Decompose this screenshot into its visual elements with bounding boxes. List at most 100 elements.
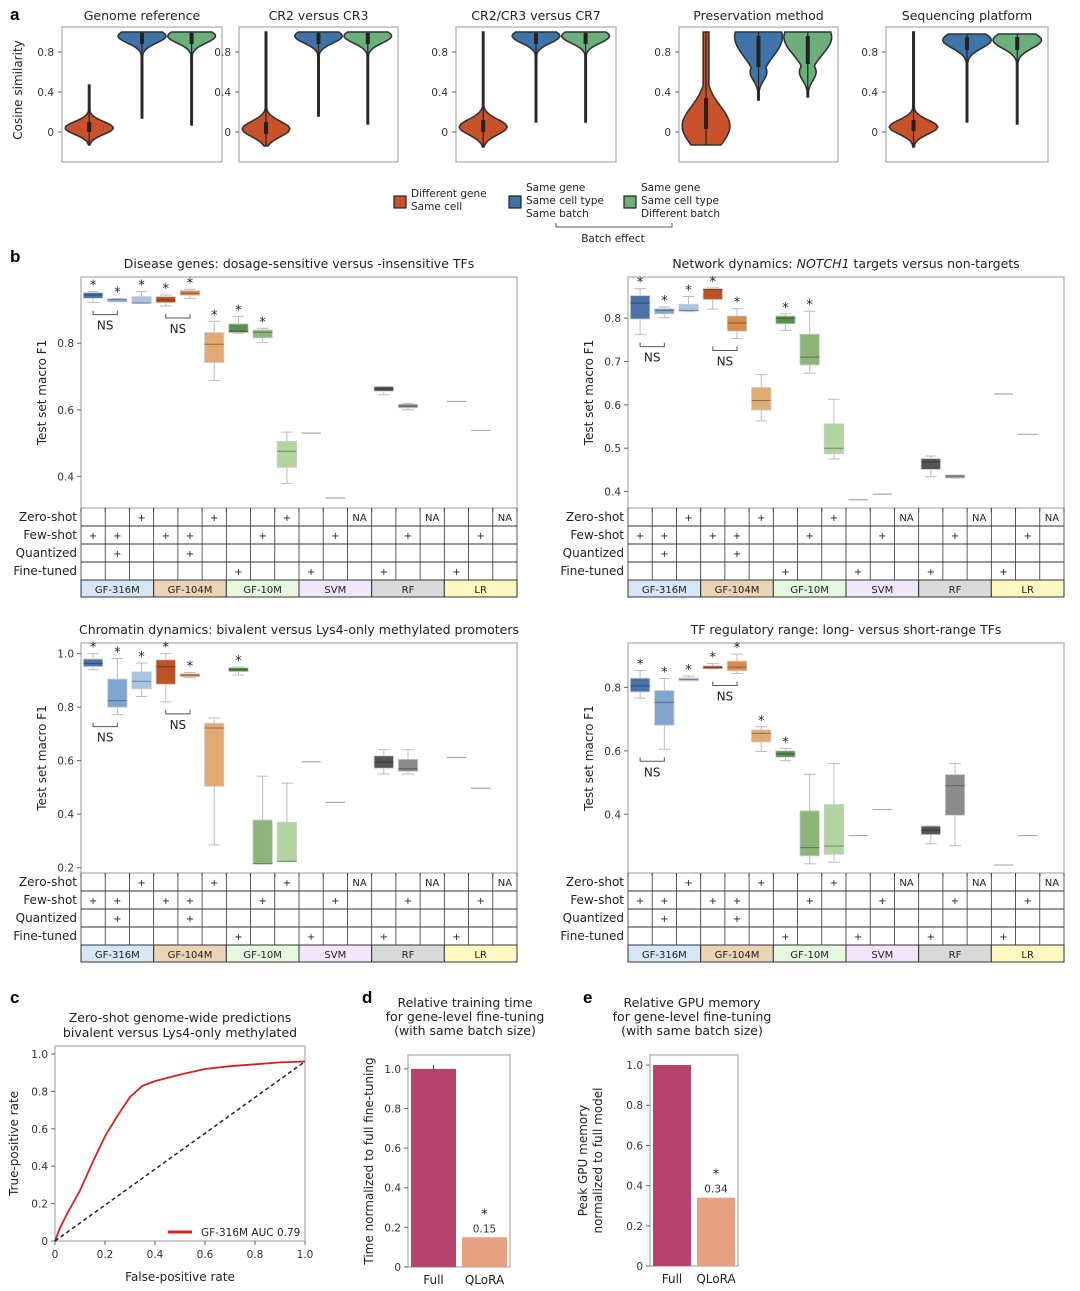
table-cell: NA	[972, 513, 986, 524]
table-cell: +	[476, 531, 484, 542]
bar-mark: 0.34* QLoRA	[696, 1168, 736, 1286]
violin-iqr	[189, 33, 194, 44]
x-tick-label: Full	[662, 1272, 683, 1286]
table-cell: +	[733, 531, 741, 542]
violin-iqr	[534, 33, 538, 44]
table-cell: +	[781, 932, 789, 943]
y-tick-label: 0.8	[861, 47, 878, 59]
table-cell: +	[283, 513, 291, 524]
significance-star: *	[685, 284, 692, 299]
y-tick-label: 0.6	[57, 756, 74, 768]
significance-star: *	[782, 735, 789, 750]
table-row-label: Few-shot	[570, 528, 624, 542]
subplot-title: Sequencing platform	[902, 8, 1032, 23]
y-tick-label: 0.4	[57, 471, 74, 483]
significance-star: *	[235, 303, 242, 318]
box-body	[397, 403, 419, 409]
table-cell: NA	[498, 513, 512, 524]
ns-label: NS	[644, 765, 661, 779]
significance-star: *	[114, 646, 121, 661]
y-tick-label: 0.6	[604, 400, 621, 412]
box-body	[654, 308, 675, 315]
violin-iqr	[583, 33, 588, 44]
table-row-label: Quantized	[563, 546, 624, 560]
x-tick-label: 0	[52, 1249, 59, 1261]
y-tick-label: 0.4	[861, 87, 878, 99]
violin-subplot: Sequencing platform 0 0.4 0.8	[861, 8, 1049, 163]
significance-star: *	[685, 663, 692, 678]
violin-iqr	[911, 120, 916, 131]
significance-star: *	[163, 641, 170, 656]
table-cell: +	[927, 567, 935, 578]
box-mark	[397, 749, 419, 775]
legend-label: Same cell type	[526, 195, 604, 207]
legend-label: Same cell	[411, 201, 462, 213]
y-tick-label: 0.8	[604, 313, 621, 325]
box-body	[751, 387, 772, 411]
y-axis-label: True-positive rate	[7, 1091, 21, 1197]
violin-subplot: Preservation method 0 0.4 0.8	[654, 8, 839, 163]
table-cell: +	[733, 549, 741, 560]
violin-iqr	[316, 33, 321, 44]
box-body	[751, 729, 772, 743]
legend: GF-316M AUC 0.79	[168, 1227, 300, 1239]
y-tick-label: 0.8	[384, 1103, 401, 1115]
box-mark	[944, 763, 966, 847]
ns-bracket	[92, 310, 118, 316]
y-tick-label: 0.4	[654, 87, 671, 99]
box-mark: *	[775, 301, 796, 331]
table-row-label: Fine-tuned	[560, 929, 624, 943]
box-body	[630, 295, 651, 320]
panel-a: Cosine similarity Genome reference 0 0.4 0.8…	[11, 8, 1049, 245]
box-mark: *	[155, 282, 176, 307]
box-mark: *	[155, 641, 176, 703]
box-body	[920, 825, 941, 836]
table-cell: +	[404, 896, 412, 907]
chart-title: TF regulatory range: long- versus short-…	[690, 622, 1002, 637]
table-cell: +	[210, 878, 218, 889]
table-row-label: Zero-shot	[566, 875, 624, 889]
table-cell: +	[927, 932, 935, 943]
subplot-title: CR2/CR3 versus CR7	[471, 8, 600, 23]
table-cell: +	[113, 896, 121, 907]
significance-star: *	[637, 276, 644, 291]
chart-title: Network dynamics: NOTCH1 targets versus …	[672, 256, 1019, 271]
box-body	[252, 329, 273, 339]
table-cell: +	[999, 932, 1007, 943]
y-tick-label: 0	[224, 127, 231, 139]
table-cell: +	[709, 531, 717, 542]
y-axis-label: Test set macro F1	[35, 705, 49, 812]
legend-label: GF-316M AUC 0.79	[201, 1227, 300, 1239]
ns-bracket	[165, 709, 191, 715]
chance-line	[54, 1060, 306, 1242]
y-axis-label: Test set macro F1	[35, 340, 49, 447]
table-cell: +	[210, 513, 218, 524]
model-group-label: GF-316M	[642, 585, 687, 596]
y-tick-label: 0.8	[604, 682, 621, 694]
significance-star: *	[734, 296, 741, 311]
table-cell: +	[684, 878, 692, 889]
table-cell: NA	[972, 878, 986, 889]
table-cell: +	[258, 896, 266, 907]
significance-star: *	[481, 1207, 488, 1222]
box-mark: *	[107, 286, 128, 303]
batch-effect-bracket	[555, 223, 673, 228]
plot-frame	[885, 26, 1049, 163]
violin-subplot: Genome reference 0 0.4 0.8	[37, 8, 223, 163]
box-mark	[373, 386, 394, 396]
significance-star: *	[259, 315, 266, 330]
box-body	[397, 758, 419, 772]
table-cell: NA	[498, 878, 512, 889]
bar	[411, 1068, 456, 1267]
model-group	[443, 579, 518, 598]
bar-value-label: 0.15	[473, 1223, 496, 1235]
legend-swatch	[623, 195, 637, 209]
ns-bracket	[712, 346, 738, 352]
y-tick-label: 1.0	[57, 649, 74, 661]
box-body	[823, 423, 844, 455]
y-axis-label: Test set macro F1	[582, 705, 596, 812]
model-group-label: LR	[1021, 585, 1034, 596]
panel-label-b: b	[10, 247, 20, 266]
box-body	[204, 722, 225, 787]
table-row-label: Fine-tuned	[560, 564, 624, 578]
